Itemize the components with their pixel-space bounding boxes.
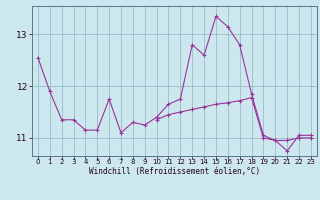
X-axis label: Windchill (Refroidissement éolien,°C): Windchill (Refroidissement éolien,°C) [89,167,260,176]
